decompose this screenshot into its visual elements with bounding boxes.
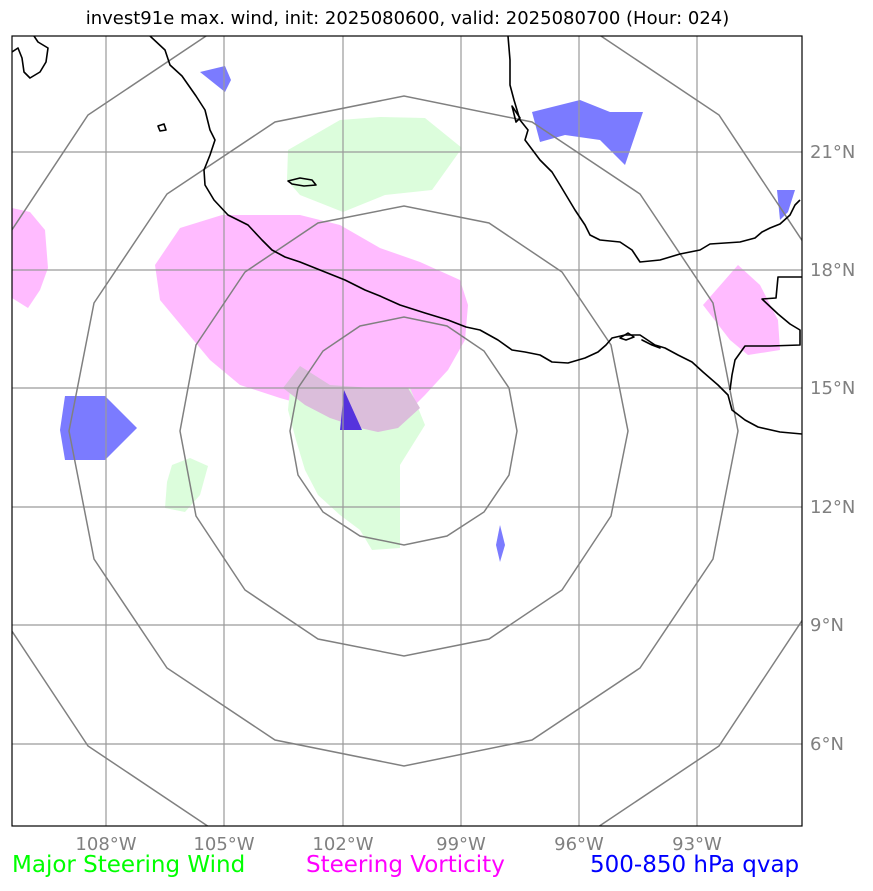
lat-tick-label: 15°N — [810, 378, 855, 399]
lat-tick-label: 12°N — [810, 497, 855, 518]
lat-tick-label: 18°N — [810, 260, 855, 281]
lat-tick-label: 9°N — [810, 615, 844, 636]
lon-tick-label: 96°W — [554, 834, 604, 855]
lon-tick-label: 105°W — [193, 834, 254, 855]
lon-tick-label: 108°W — [75, 834, 136, 855]
map-frame — [11, 35, 803, 827]
coastlines — [12, 36, 802, 435]
legend-qvap: 500-850 hPa qvap — [590, 852, 800, 878]
range-rings — [12, 36, 802, 826]
map-title: invest91e max. wind, init: 2025080600, v… — [85, 8, 730, 29]
lat-tick-labels: 21°N 18°N 15°N 12°N 9°N 6°N — [810, 142, 855, 755]
vorticity-wind-overlap — [283, 366, 420, 432]
graticule — [12, 36, 802, 826]
lat-tick-label: 6°N — [810, 734, 844, 755]
lon-tick-label: 99°W — [436, 834, 486, 855]
lat-tick-label: 21°N — [810, 142, 855, 163]
qvap-vorticity-overlap — [340, 390, 362, 430]
lon-tick-label: 93°W — [672, 834, 722, 855]
legend-steering-vorticity: Steering Vorticity — [306, 852, 505, 878]
qvap-fill — [60, 66, 795, 562]
steering-vorticity-fill — [12, 208, 780, 432]
legend-major-steering-wind: Major Steering Wind — [12, 852, 246, 878]
lon-tick-labels: 108°W 105°W 102°W 99°W 96°W 93°W — [75, 834, 722, 855]
lon-tick-label: 102°W — [312, 834, 373, 855]
